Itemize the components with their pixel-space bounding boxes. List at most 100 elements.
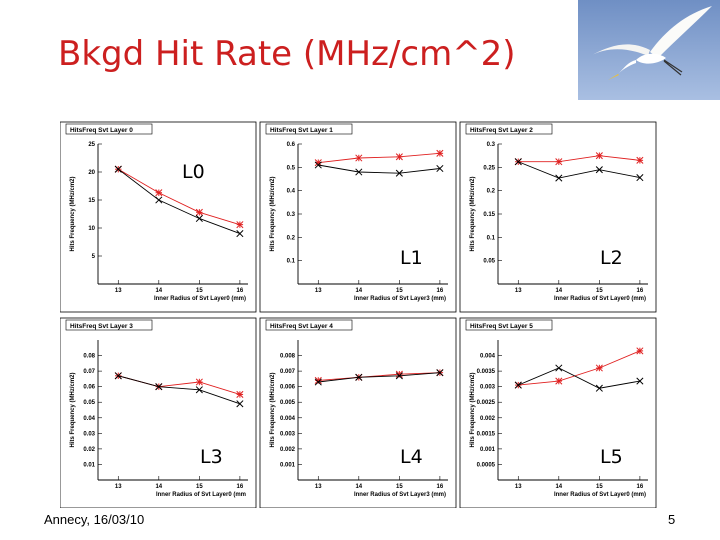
x-axis-label: Inner Radius of Svt Layer0 (mm) (554, 296, 646, 302)
y-tick-label: 0.003 (280, 431, 296, 437)
x-tick-label: 14 (355, 288, 362, 294)
y-tick-label: 0.05 (83, 400, 95, 406)
marker-stroke (314, 161, 322, 169)
panel-title-box (465, 319, 553, 331)
x-tick-label: 14 (155, 288, 162, 294)
chart-panel-5: HitsFreq Svt Layer 5 0.0005 0.001 0.0015 0.0… (459, 317, 657, 508)
chart-panel-3: HitsFreq Svt Layer 3 0.01 0.02 0.03 0.04 0.05… (60, 317, 257, 508)
panel-title: HitsFreq Svt Layer 1 (270, 127, 333, 134)
panel-title: HitsFreq Svt Layer 0 (70, 127, 133, 134)
data-point-1 (555, 174, 563, 182)
marker-stroke (195, 386, 203, 394)
series-line-1 (518, 161, 640, 179)
y-tick-label: 20 (88, 170, 95, 176)
panel-title-box (65, 123, 153, 135)
y-tick-label: 25 (88, 142, 95, 148)
hit-rate-charts: HitsFreq Svt Layer 0 5 10 15 20 25 13 14 15 16 Inn… (60, 121, 657, 508)
panel-title: HitsFreq Svt Layer 3 (70, 323, 133, 330)
layer-label: L3 (200, 446, 223, 468)
series-line-0 (518, 155, 640, 163)
series-line-1 (518, 367, 640, 389)
x-tick-label: 13 (515, 484, 522, 490)
data-point-1 (514, 158, 522, 166)
y-tick-label: 0.004 (280, 416, 296, 422)
data-point-1 (555, 364, 563, 372)
x-tick-label: 13 (515, 288, 522, 294)
y-tick-label: 0.02 (83, 447, 95, 453)
egret-left-wing (590, 44, 650, 56)
y-tick-label: 0.04 (83, 416, 95, 422)
x-tick-label: 14 (155, 484, 162, 490)
marker-stroke (236, 230, 244, 238)
marker-stroke (314, 378, 322, 386)
series-line-0 (118, 168, 241, 226)
data-point-1 (355, 373, 363, 381)
data-point-0 (355, 154, 363, 162)
marker-stroke (155, 383, 163, 391)
y-tick-label: 0.005 (280, 400, 296, 406)
x-tick-label: 13 (115, 288, 122, 294)
panel-frame (60, 317, 257, 508)
data-point-0 (155, 189, 163, 197)
marker-stroke (114, 165, 122, 173)
data-point-0 (636, 347, 644, 355)
y-tick-label: 5 (92, 254, 96, 260)
y-tick-label: 0.08 (83, 354, 95, 360)
x-tick-label: 15 (596, 484, 603, 490)
data-point-1 (436, 369, 444, 377)
y-tick-label: 0.2 (487, 189, 496, 195)
data-point-1 (395, 372, 403, 380)
y-axis-label: Hits Frequency (MHz/cm2) (470, 176, 476, 251)
series-line-0 (318, 372, 440, 381)
panel-frame (259, 121, 457, 313)
y-tick-label: 15 (88, 198, 95, 204)
data-point-1 (155, 383, 163, 391)
y-tick-label: 0.3 (287, 212, 296, 218)
egret-photo (578, 0, 720, 100)
layer-label: L2 (600, 247, 623, 269)
marker-stroke (595, 384, 603, 392)
y-tick-label: 0.6 (287, 142, 296, 148)
egret-beak (608, 74, 619, 80)
data-point-0 (636, 156, 644, 164)
marker-stroke (355, 168, 363, 176)
marker-stroke (436, 164, 444, 173)
y-tick-label: 0.15 (483, 212, 495, 218)
chart-panel-0: HitsFreq Svt Layer 0 5 10 15 20 25 13 14 15 16 Inn… (60, 121, 257, 313)
y-tick-label: 0.1 (287, 259, 296, 265)
x-tick-label: 15 (396, 288, 403, 294)
marker-stroke (595, 166, 603, 174)
series-line-0 (318, 152, 440, 164)
y-tick-label: 0.0015 (477, 431, 496, 437)
data-point-1 (236, 230, 244, 238)
chart-panel-2: HitsFreq Svt Layer 2 0.05 0.1 0.15 0.2 0.25 0.… (459, 121, 657, 313)
data-point-0 (195, 378, 203, 386)
layer-label: L0 (182, 161, 205, 183)
y-tick-label: 0.2 (287, 235, 296, 241)
x-axis-label: Inner Radius of Svt Layer0 (mm) (554, 492, 646, 498)
x-tick-label: 13 (315, 484, 322, 490)
data-point-0 (555, 377, 563, 385)
layer-label: L1 (400, 247, 423, 269)
chart-panel-1: HitsFreq Svt Layer 1 0.1 0.2 0.3 0.4 0.5 0.6 13… (259, 121, 457, 313)
y-tick-label: 0.003 (480, 385, 496, 391)
x-tick-label: 15 (596, 288, 603, 294)
x-tick-label: 15 (396, 484, 403, 490)
y-axis-label: Hits Frequency (MHz/cm2) (270, 176, 276, 251)
panel-title: HitsFreq Svt Layer 4 (270, 323, 333, 330)
y-tick-label: 0.5 (287, 165, 296, 171)
egret-body (636, 53, 666, 64)
data-point-0 (555, 158, 563, 166)
y-axis-label: Hits Frequency (MHz/cm2) (270, 372, 276, 447)
slide-title: Bkgd Hit Rate (MHz/cm^2) (58, 34, 516, 74)
data-point-0 (395, 153, 403, 161)
y-tick-label: 0.0005 (477, 462, 496, 468)
y-tick-label: 0.002 (280, 447, 296, 453)
panel-title-box (465, 123, 553, 135)
x-tick-label: 15 (196, 288, 203, 294)
marker-stroke (155, 196, 163, 204)
marker-stroke (636, 174, 644, 182)
y-tick-label: 0.05 (483, 259, 495, 265)
data-point-1 (155, 196, 163, 204)
x-axis-label: Inner Radius of Svt Layer0 (mm) (154, 296, 246, 302)
